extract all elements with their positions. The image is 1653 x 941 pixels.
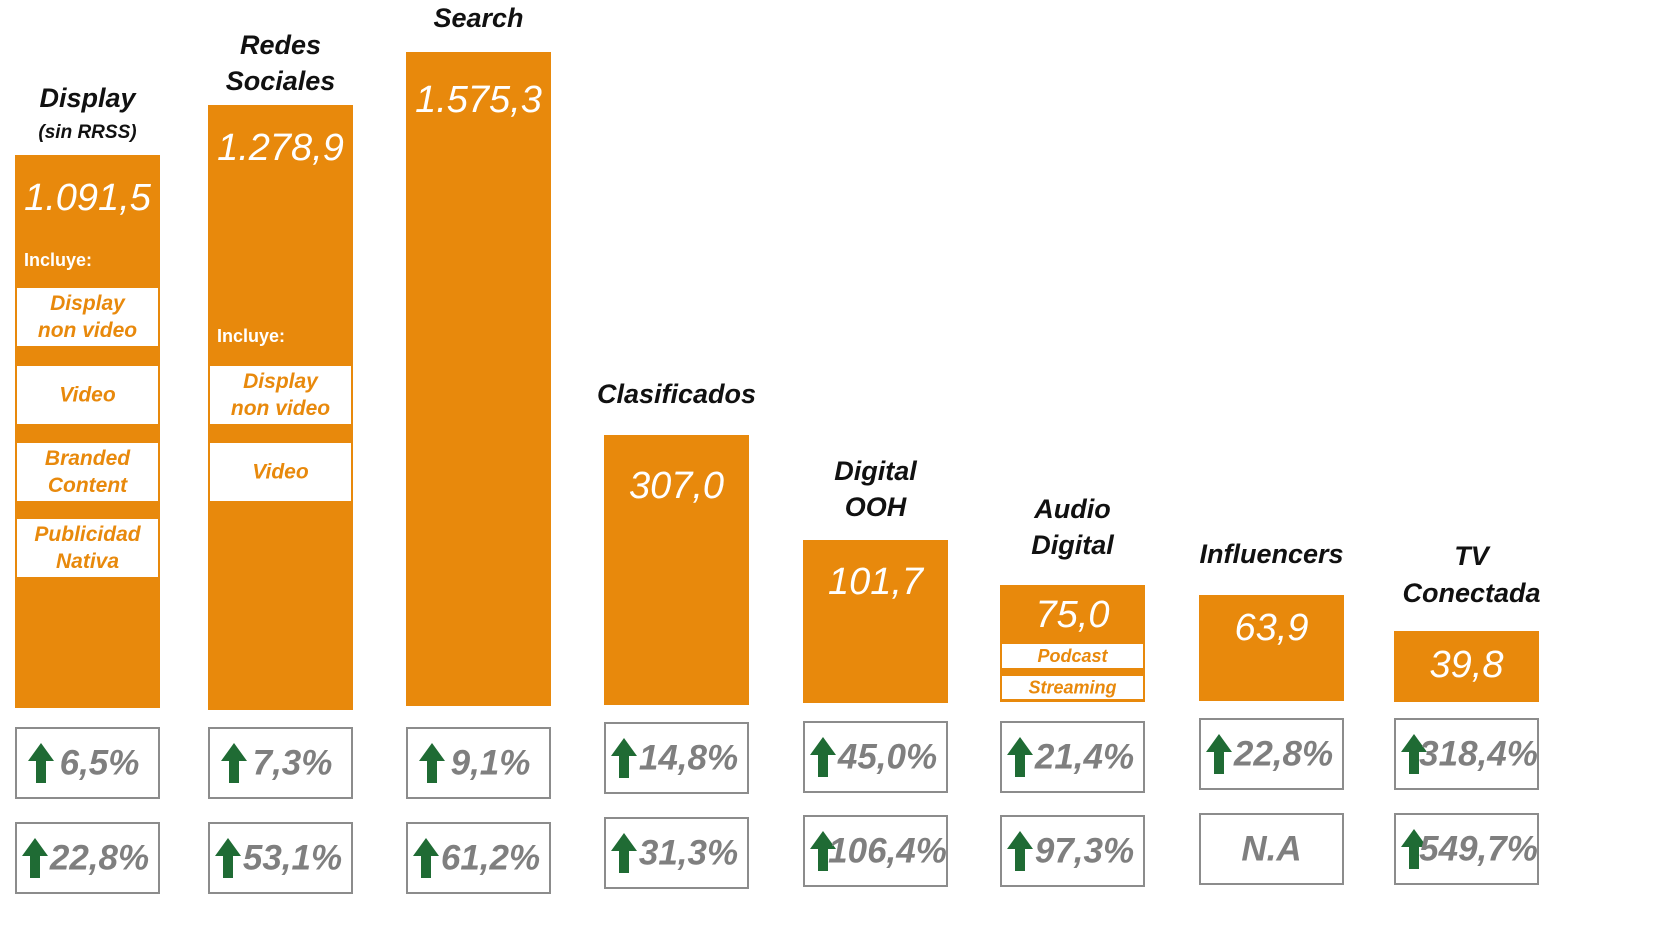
growth-arrow: [221, 743, 247, 783]
growth-value: 45,0%: [837, 737, 937, 776]
item-label: Branded: [45, 447, 131, 470]
growth-value: 97,3%: [1035, 831, 1134, 870]
column-title: Influencers: [1199, 539, 1343, 569]
growth-arrow: [215, 838, 241, 878]
growth-arrow: [413, 838, 439, 878]
bar: [1199, 595, 1344, 701]
growth-arrow: [1007, 831, 1033, 871]
item-label: Publicidad: [34, 523, 141, 546]
bar: [604, 435, 749, 705]
growth-arrow: [419, 743, 445, 783]
column-title: Redes: [240, 30, 321, 60]
column-title: Digital: [834, 456, 917, 486]
bar: [803, 540, 948, 703]
bar-value: 307,0: [629, 465, 724, 507]
item-label: non video: [38, 319, 137, 342]
growth-value: 21,4%: [1034, 737, 1134, 776]
growth-arrow: [28, 743, 54, 783]
bar-value: 39,8: [1430, 644, 1504, 686]
item-label: Podcast: [1037, 646, 1108, 666]
bar: [1394, 631, 1539, 702]
growth-value: 318,4%: [1419, 734, 1538, 773]
growth-arrow: [1401, 829, 1427, 869]
item-box: [15, 517, 160, 579]
item-box: [208, 364, 353, 426]
item-box: [1000, 674, 1145, 701]
item-label: Video: [252, 461, 309, 484]
column-title: OOH: [845, 492, 907, 522]
item-box: [15, 364, 160, 426]
item-box: [1000, 642, 1145, 670]
column-title: Clasificados: [597, 379, 756, 409]
growth-value: 53,1%: [243, 838, 342, 877]
growth-value: 22,8%: [1233, 734, 1333, 773]
growth-arrow: [611, 833, 637, 873]
growth-value: 14,8%: [639, 738, 738, 777]
growth-arrow: [1401, 734, 1427, 774]
growth-arrow: [611, 738, 637, 778]
growth-arrow: [1206, 734, 1232, 774]
item-box: [15, 286, 160, 348]
item-label: Content: [48, 474, 128, 497]
includes-label: Incluye:: [217, 326, 285, 346]
growth-arrow: [22, 838, 48, 878]
growth-box: [1199, 813, 1344, 885]
item-label: Display: [50, 292, 126, 315]
item-box: [15, 441, 160, 503]
growth-value: 22,8%: [49, 838, 149, 877]
column-title: Conectada: [1402, 578, 1540, 608]
growth-value: 31,3%: [639, 833, 738, 872]
column-title: Display: [39, 83, 137, 113]
column-title: Digital: [1031, 530, 1114, 560]
growth-value: 61,2%: [441, 838, 540, 877]
column-title: Search: [433, 3, 523, 33]
includes-label: Incluye:: [24, 250, 92, 270]
bar-value: 75,0: [1036, 594, 1110, 636]
item-label: non video: [231, 397, 330, 420]
bar: [15, 155, 160, 708]
column-title: Audio: [1033, 494, 1110, 524]
growth-value: 7,3%: [253, 743, 333, 782]
bar-value: 63,9: [1235, 607, 1309, 649]
column-title: TV: [1454, 541, 1490, 571]
item-box: [208, 441, 353, 503]
bar-value: 1.278,9: [217, 127, 344, 169]
column-subtitle: (sin RRSS): [38, 122, 136, 143]
growth-value: N.A: [1241, 829, 1301, 868]
item-label: Video: [59, 384, 116, 407]
column-title: Sociales: [226, 66, 336, 96]
item-label: Display: [243, 370, 319, 393]
growth-value: 9,1%: [451, 743, 531, 782]
growth-value: 6,5%: [60, 743, 140, 782]
item-label: Streaming: [1028, 677, 1116, 697]
growth-arrow: [810, 737, 836, 777]
growth-arrow: [810, 831, 836, 871]
growth-arrow: [1007, 737, 1033, 777]
growth-value: 106,4%: [828, 831, 947, 870]
bar-value: 1.091,5: [24, 177, 152, 219]
bar: [406, 52, 551, 706]
bar-value: 1.575,3: [415, 79, 542, 121]
growth-value: 549,7%: [1419, 829, 1538, 868]
item-label: Nativa: [56, 550, 119, 573]
bar-value: 101,7: [828, 561, 925, 603]
